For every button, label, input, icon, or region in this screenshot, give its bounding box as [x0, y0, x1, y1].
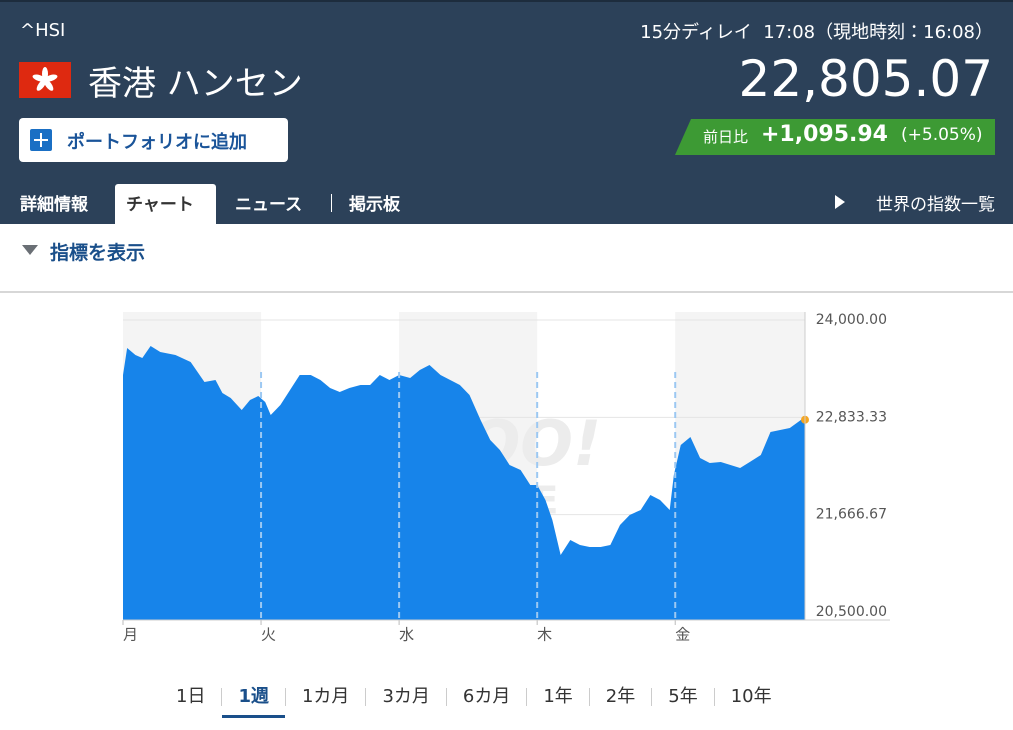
- area: [123, 346, 805, 620]
- y-tick-label: 24,000.00: [816, 312, 887, 328]
- index-name: 香港 ハンセン: [88, 64, 303, 104]
- range-option[interactable]: 1年: [526, 688, 588, 706]
- range-option[interactable]: 1日: [176, 686, 206, 707]
- symbol: ^HSI: [20, 20, 66, 41]
- toggle-icon: [22, 245, 38, 255]
- change-badge: 前日比 +1,095.94 (+5.05%): [675, 119, 995, 155]
- delay: 15分ディレイ: [640, 22, 752, 43]
- y-tick-label: 21,666.67: [816, 507, 887, 523]
- delay-info: 15分ディレイ 17:08（現地時刻：16:08）: [640, 18, 993, 44]
- time: 17:08（現地時刻：16:08）: [763, 22, 993, 43]
- portfolio-label: ポートフォリオに追加: [67, 132, 247, 153]
- tab[interactable]: 掲示板: [349, 195, 400, 215]
- change-pct: (+5.05%): [901, 125, 983, 145]
- tab[interactable]: チャート: [126, 195, 194, 215]
- range-option[interactable]: 3カ月: [365, 688, 445, 706]
- portfolio-button[interactable]: ポートフォリオに追加: [19, 118, 288, 162]
- flag: [19, 62, 71, 98]
- price: 22,805.07: [738, 50, 993, 108]
- y-tick-label: 20,500.00: [816, 604, 887, 620]
- x-tick-label: 木: [537, 626, 552, 644]
- range-option[interactable]: 2年: [588, 688, 651, 706]
- divider: [0, 291, 1013, 293]
- plus-icon: [30, 129, 52, 151]
- indicator-toggle[interactable]: 指標を表示: [50, 242, 146, 264]
- y-tick-label: 22,833.33: [816, 409, 887, 425]
- world-link[interactable]: 世界の指数一覧: [876, 195, 995, 215]
- x-tick-label: 水: [399, 626, 414, 644]
- tab[interactable]: ニュース: [235, 195, 303, 215]
- change-value: +1,095.94: [761, 122, 888, 147]
- range-option[interactable]: 6カ月: [445, 688, 526, 706]
- active-tab: [115, 184, 216, 226]
- range-option[interactable]: 1カ月: [284, 688, 365, 706]
- arrow-icon: [835, 195, 845, 209]
- header: ^HSI 香港 ハンセン 15分ディレイ 17:08（現地時刻：16:08） 2…: [0, 0, 1013, 226]
- range-option[interactable]: 1週: [221, 688, 285, 718]
- x-tick-label: 月: [123, 626, 138, 644]
- range-option[interactable]: 5年: [651, 688, 713, 706]
- change-label: 前日比: [703, 128, 749, 146]
- x-tick-label: 火: [261, 626, 276, 644]
- separator: [331, 194, 332, 212]
- x-tick-label: 金: [675, 626, 690, 644]
- range-option[interactable]: 10年: [713, 688, 788, 706]
- tab[interactable]: 詳細情報: [20, 195, 88, 215]
- range-selector: 1日 1週 1カ月 3カ月 6カ月 1年 2年 5年 10年: [160, 684, 788, 724]
